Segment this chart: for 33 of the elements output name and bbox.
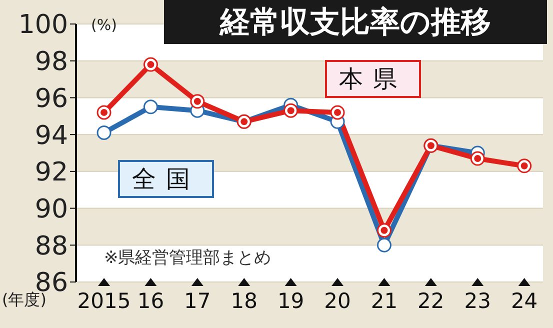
- point: [284, 103, 298, 118]
- x-tick-label: 20: [324, 289, 351, 313]
- point: [143, 100, 158, 114]
- point: [330, 105, 345, 120]
- y-tick-label: 90: [34, 194, 68, 225]
- y-axis-title: (%): [91, 16, 117, 34]
- y-tick-label: 94: [34, 120, 68, 151]
- y-tick-label: 96: [34, 84, 68, 114]
- point: [376, 238, 392, 252]
- point: [470, 151, 485, 166]
- y-tick-label: 98: [34, 47, 68, 78]
- x-tick-label: 16: [137, 289, 164, 313]
- point: [376, 223, 392, 238]
- x-tick-label: 19: [277, 289, 304, 313]
- point: [190, 94, 205, 109]
- point: [96, 125, 112, 140]
- x-tick-label: 21: [370, 289, 398, 313]
- y-tick-label: 92: [34, 158, 68, 188]
- y-tick-label: 88: [34, 231, 68, 262]
- series-label: 本県: [325, 60, 421, 98]
- annotation: ※県経営管理部まとめ: [104, 247, 272, 269]
- x-tick-label: 23: [464, 289, 491, 313]
- x-tick-label: 17: [184, 289, 211, 313]
- x-tick-label: 22: [418, 289, 444, 313]
- series-label: 全国: [118, 160, 214, 198]
- x-tick-label: 18: [230, 289, 258, 313]
- point: [517, 158, 532, 174]
- point: [96, 105, 112, 120]
- point: [143, 57, 158, 72]
- x-tick-label: 2015: [77, 289, 131, 313]
- y-tick-label: 100: [18, 10, 68, 40]
- title-box: 経常収支比率の推移: [164, 0, 547, 44]
- x-tick-label: 24: [510, 289, 538, 313]
